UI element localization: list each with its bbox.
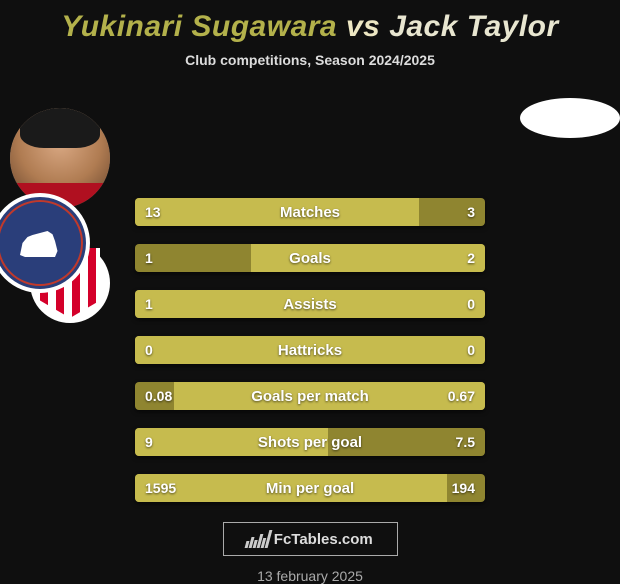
title-player1: Yukinari Sugawara bbox=[61, 10, 337, 43]
stat-row: 00Hattricks bbox=[135, 336, 485, 364]
stat-label: Goals bbox=[135, 244, 485, 272]
site-logo[interactable]: FcTables.com bbox=[223, 522, 398, 556]
stat-label: Goals per match bbox=[135, 382, 485, 410]
stat-row: 133Matches bbox=[135, 198, 485, 226]
stat-row: 97.5Shots per goal bbox=[135, 428, 485, 456]
title-player2: Jack Taylor bbox=[389, 10, 559, 43]
stat-label: Hattricks bbox=[135, 336, 485, 364]
footer-date: 13 february 2025 bbox=[10, 568, 610, 584]
stat-row: 0.080.67Goals per match bbox=[135, 382, 485, 410]
player2-photo bbox=[520, 98, 620, 138]
stat-row: 1595194Min per goal bbox=[135, 474, 485, 502]
stat-label: Shots per goal bbox=[135, 428, 485, 456]
stat-label: Min per goal bbox=[135, 474, 485, 502]
subtitle: Club competitions, Season 2024/2025 bbox=[0, 52, 620, 68]
player1-photo bbox=[10, 108, 110, 208]
stat-label: Assists bbox=[135, 290, 485, 318]
stat-label: Matches bbox=[135, 198, 485, 226]
stats-container: 133Matches 12Goals 10Assists 00Hattricks 0.0… bbox=[135, 198, 485, 502]
site-logo-text: FcTables.com bbox=[274, 531, 373, 548]
stat-row: 12Goals bbox=[135, 244, 485, 272]
title-vs: vs bbox=[346, 10, 380, 43]
site-logo-icon bbox=[245, 530, 272, 548]
stat-row: 10Assists bbox=[135, 290, 485, 318]
page-title: Yukinari Sugawara vs Jack Taylor bbox=[0, 0, 620, 44]
